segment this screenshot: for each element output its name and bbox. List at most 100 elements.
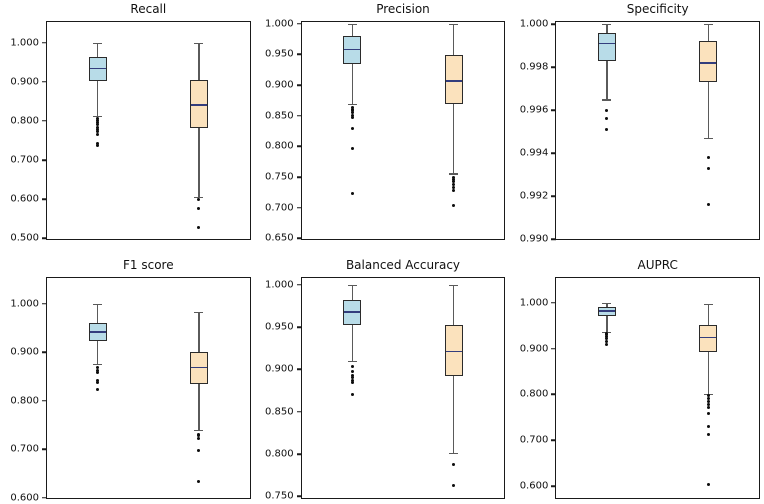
y-axis-tick <box>296 453 302 455</box>
y-axis-tick-label: 0.996 <box>519 104 549 116</box>
y-axis-tick <box>551 485 557 487</box>
median-line <box>445 350 462 353</box>
y-axis-tick-label: 0.800 <box>265 140 294 152</box>
whisker-lower <box>97 81 99 117</box>
outlier-point <box>452 182 456 186</box>
whisker-upper <box>707 24 709 42</box>
outlier-point <box>350 376 354 380</box>
outlier-point <box>96 368 100 372</box>
y-axis-tick-label: 1.000 <box>265 279 294 291</box>
median-line <box>344 311 361 313</box>
plot-area: 1.000 0.900 0.800 0.700 0.600 <box>520 277 760 499</box>
y-axis-tick-label: 0.900 <box>265 363 294 375</box>
outlier-point <box>96 125 100 129</box>
y-axis-tick <box>551 152 557 154</box>
outlier-point <box>96 381 100 385</box>
median-line <box>598 42 615 45</box>
subplot-auprc: AUPRC 1.000 0.900 0.800 0.700 0.600 <box>509 252 764 504</box>
outlier-point <box>197 198 201 201</box>
outlier-point <box>605 342 609 346</box>
outlier-point <box>452 178 456 182</box>
y-axis-tick-label: 0.900 <box>10 346 39 358</box>
y-axis-tick-label: 0.500 <box>10 232 39 244</box>
y-axis-tick-label: 0.990 <box>519 233 549 245</box>
y-axis-tick <box>551 439 557 441</box>
box-blue-box <box>597 32 616 61</box>
whisker-upper <box>198 42 200 80</box>
whisker-lower <box>606 60 608 100</box>
y-axis-tick <box>551 238 557 240</box>
y-axis-tick-label: 0.600 <box>10 492 39 503</box>
outlier-point <box>350 107 354 111</box>
whisker-lower <box>707 351 709 394</box>
outlier-point <box>706 166 710 170</box>
whisker-cap-lower <box>347 104 357 106</box>
outlier-point <box>452 186 456 189</box>
subplot-title: Balanced Accuracy <box>345 258 461 272</box>
outlier-point <box>96 387 100 391</box>
outlier-point <box>706 203 710 207</box>
whisker-cap-upper <box>93 42 103 44</box>
outlier-point <box>96 123 100 127</box>
outlier-point <box>197 226 201 230</box>
outlier-point <box>197 449 201 452</box>
y-axis-tick-label: 0.800 <box>10 395 39 407</box>
whisker-upper <box>453 23 455 56</box>
whisker-upper <box>351 284 353 300</box>
subplot-specificity: Specificity 1.000 0.998 0.996 0.994 0.992 0.9… <box>509 0 764 252</box>
plot-area: 1.000 0.900 0.800 0.700 0.600 <box>10 277 251 503</box>
outlier-point <box>706 412 710 416</box>
outlier-point <box>350 373 354 377</box>
outlier-point <box>96 142 100 146</box>
whisker-cap-upper <box>602 24 612 26</box>
whisker-cap-lower <box>93 363 103 365</box>
y-axis-tick <box>551 66 557 68</box>
y-axis-tick <box>551 302 557 304</box>
outlier-point <box>197 434 201 438</box>
outlier-point <box>350 147 354 151</box>
outlier-point <box>350 116 354 120</box>
median-line <box>190 104 207 107</box>
outlier-point <box>350 113 354 117</box>
whisker-upper <box>97 303 99 324</box>
y-axis-tick <box>42 448 47 450</box>
outlier-point <box>350 393 354 397</box>
whisker-upper <box>97 42 99 58</box>
y-axis-tick-label: 0.950 <box>265 321 294 333</box>
outlier-point <box>605 340 609 344</box>
outlier-point <box>706 399 710 403</box>
whisker-cap-upper <box>449 284 459 286</box>
y-axis-tick <box>296 115 302 117</box>
outlier-point <box>605 331 609 335</box>
y-axis-tick-label: 1.000 <box>265 18 294 30</box>
whisker-cap-upper <box>194 42 204 44</box>
whisker-lower <box>97 340 99 364</box>
outlier-point <box>96 144 100 148</box>
whisker-cap-upper <box>194 311 204 314</box>
y-axis-tick <box>551 195 557 197</box>
outlier-point <box>96 130 100 134</box>
median-line <box>700 62 717 64</box>
outlier-point <box>350 191 354 195</box>
whisker-cap-lower <box>449 453 459 455</box>
whisker-upper <box>198 311 200 352</box>
y-axis-tick <box>296 145 302 148</box>
outlier-point <box>350 381 354 385</box>
outlier-point <box>605 117 609 121</box>
whisker-lower <box>707 82 709 139</box>
y-axis-tick <box>296 206 302 209</box>
whisker-lower <box>198 384 200 430</box>
outlier-point <box>706 433 710 437</box>
whisker-cap-lower <box>449 173 459 175</box>
y-axis-tick-label: 0.700 <box>10 154 39 166</box>
y-axis-tick-label: 0.994 <box>519 147 549 159</box>
outlier-point <box>452 462 456 466</box>
y-axis-tick <box>296 326 302 328</box>
outlier-point <box>706 394 710 398</box>
median-line <box>700 336 717 339</box>
outlier-point <box>350 364 354 368</box>
outlier-point <box>197 436 201 440</box>
y-axis-tick-label: 1.000 <box>519 297 549 309</box>
whisker-cap-upper <box>347 284 357 286</box>
y-axis-tick-label: 0.700 <box>519 434 549 446</box>
